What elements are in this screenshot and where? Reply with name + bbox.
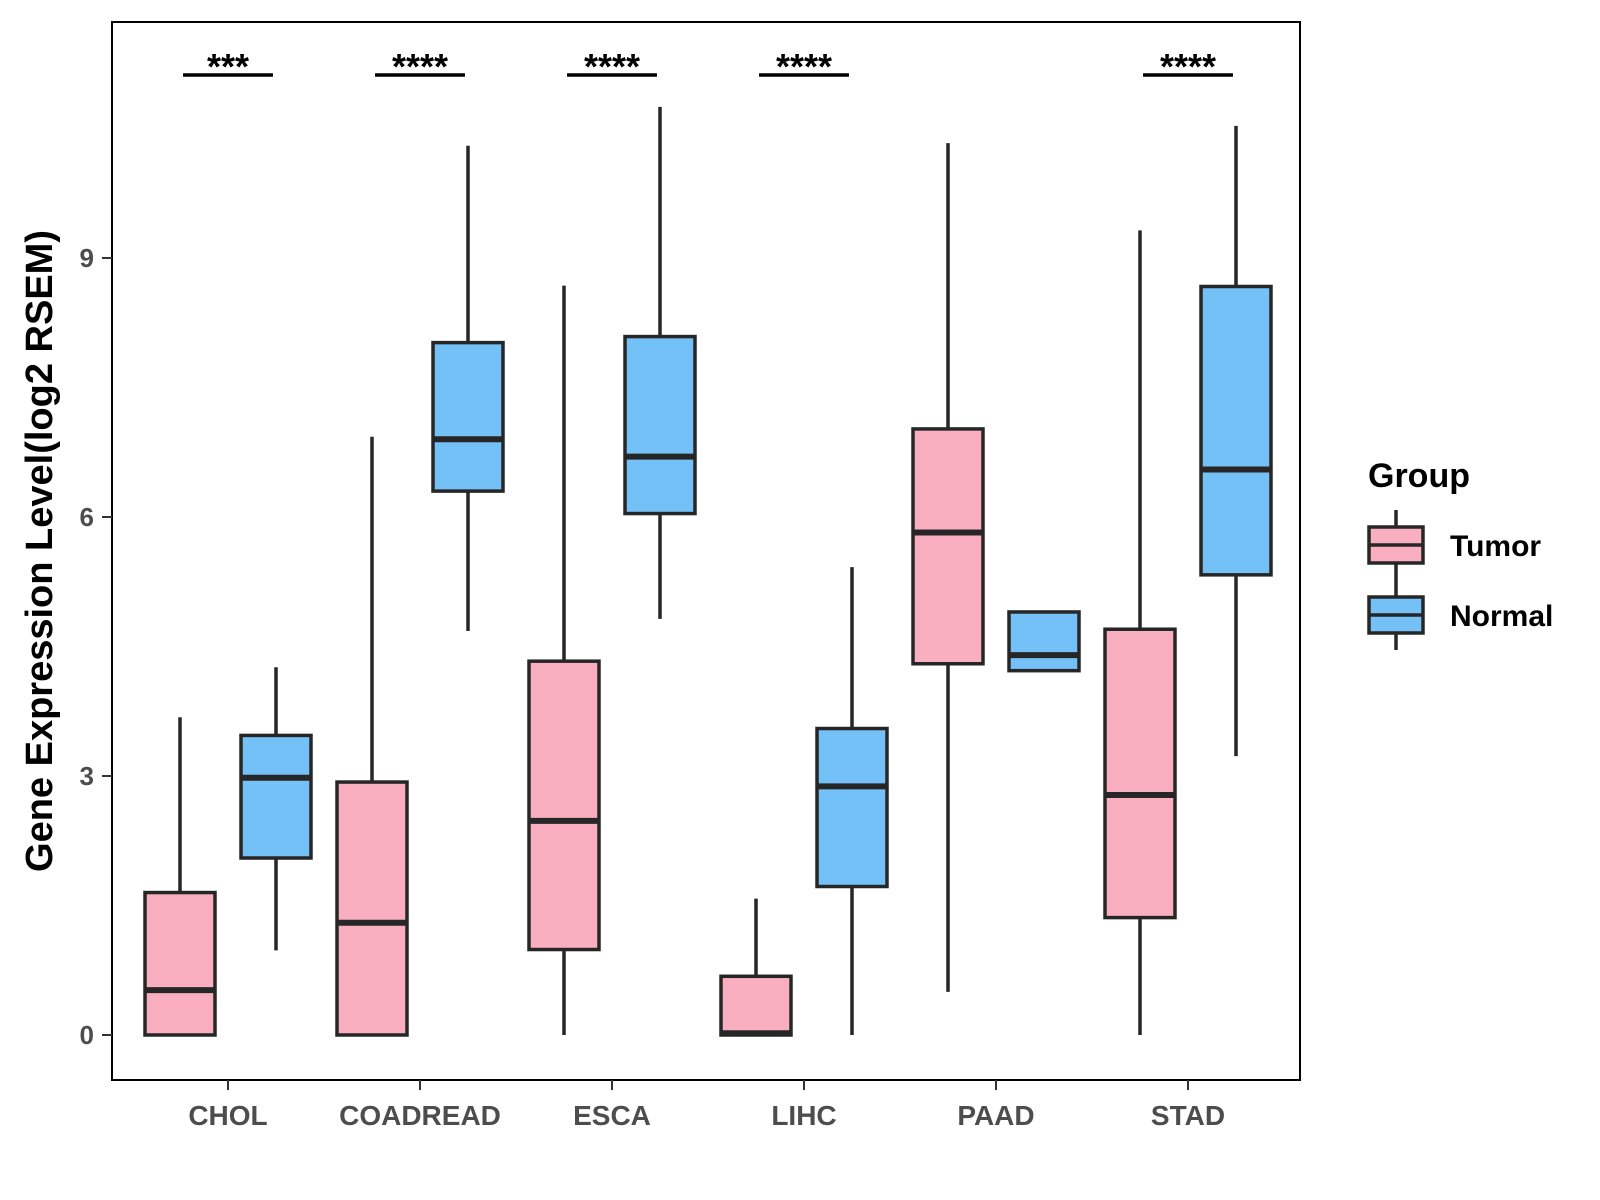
box-tumor-stad: [1103, 230, 1177, 1035]
y-tick-label: 6: [80, 502, 94, 532]
x-tick-label: CHOL: [188, 1100, 267, 1131]
box-tumor-esca: [527, 285, 601, 1035]
significance-chol: ***: [183, 46, 273, 87]
box-iqr: [815, 726, 889, 889]
significance-label: ****: [1160, 46, 1216, 87]
significance-label: ****: [584, 46, 640, 87]
box-normal-paad: [1007, 610, 1081, 673]
box-tumor-chol: [143, 717, 217, 1037]
significance-stad: ****: [1143, 46, 1233, 87]
y-tick-label: 3: [80, 761, 94, 791]
x-tick-label: STAD: [1151, 1100, 1225, 1131]
box-iqr: [143, 890, 217, 1037]
significance-label: ****: [392, 46, 448, 87]
y-tick-label: 0: [80, 1020, 94, 1050]
legend: Group Tumor Normal: [1367, 457, 1553, 650]
box-iqr: [239, 733, 313, 860]
box-normal-lihc: [815, 567, 889, 1035]
box-iqr: [911, 427, 985, 666]
box-normal-esca: [623, 106, 697, 619]
box-iqr: [1103, 627, 1177, 920]
box-tumor-coadread: [335, 436, 409, 1037]
y-axis-title: Gene Expression Level(log2 RSEM): [19, 230, 61, 872]
x-tick-label: COADREAD: [339, 1100, 501, 1131]
x-axis: CHOL COADREAD ESCA LIHC PAAD STAD: [188, 1080, 1225, 1131]
box-iqr: [335, 780, 409, 1037]
box-iqr: [623, 334, 697, 516]
significance-lihc: ****: [759, 46, 849, 87]
box-tumor-lihc: [719, 898, 793, 1037]
legend-key-tumor: [1367, 510, 1425, 580]
significance-label: ****: [776, 46, 832, 87]
panel-border: [111, 21, 1301, 1081]
significance-coadread: ****: [375, 46, 465, 87]
significance-esca: ****: [567, 46, 657, 87]
box-normal-chol: [239, 667, 313, 951]
x-tick-label: ESCA: [573, 1100, 651, 1131]
box-iqr: [431, 340, 505, 493]
y-tick-label: 9: [80, 243, 94, 273]
box-iqr: [527, 659, 601, 952]
box-normal-stad: [1199, 125, 1273, 757]
box-iqr: [1007, 610, 1081, 673]
plot-area: *** **** **** **** ****: [143, 46, 1273, 1037]
box-tumor-paad: [911, 143, 985, 992]
x-tick-label: LIHC: [771, 1100, 836, 1131]
box-normal-coadread: [431, 145, 505, 631]
significance-label: ***: [207, 46, 249, 87]
box-iqr: [719, 974, 793, 1037]
box-iqr: [1199, 284, 1273, 577]
legend-label-normal: Normal: [1450, 600, 1553, 633]
y-axis: 0 3 6 9: [80, 243, 112, 1050]
legend-label-tumor: Tumor: [1450, 530, 1541, 563]
x-tick-label: PAAD: [957, 1100, 1034, 1131]
legend-key-normal: [1367, 580, 1425, 650]
legend-title: Group: [1368, 457, 1470, 495]
